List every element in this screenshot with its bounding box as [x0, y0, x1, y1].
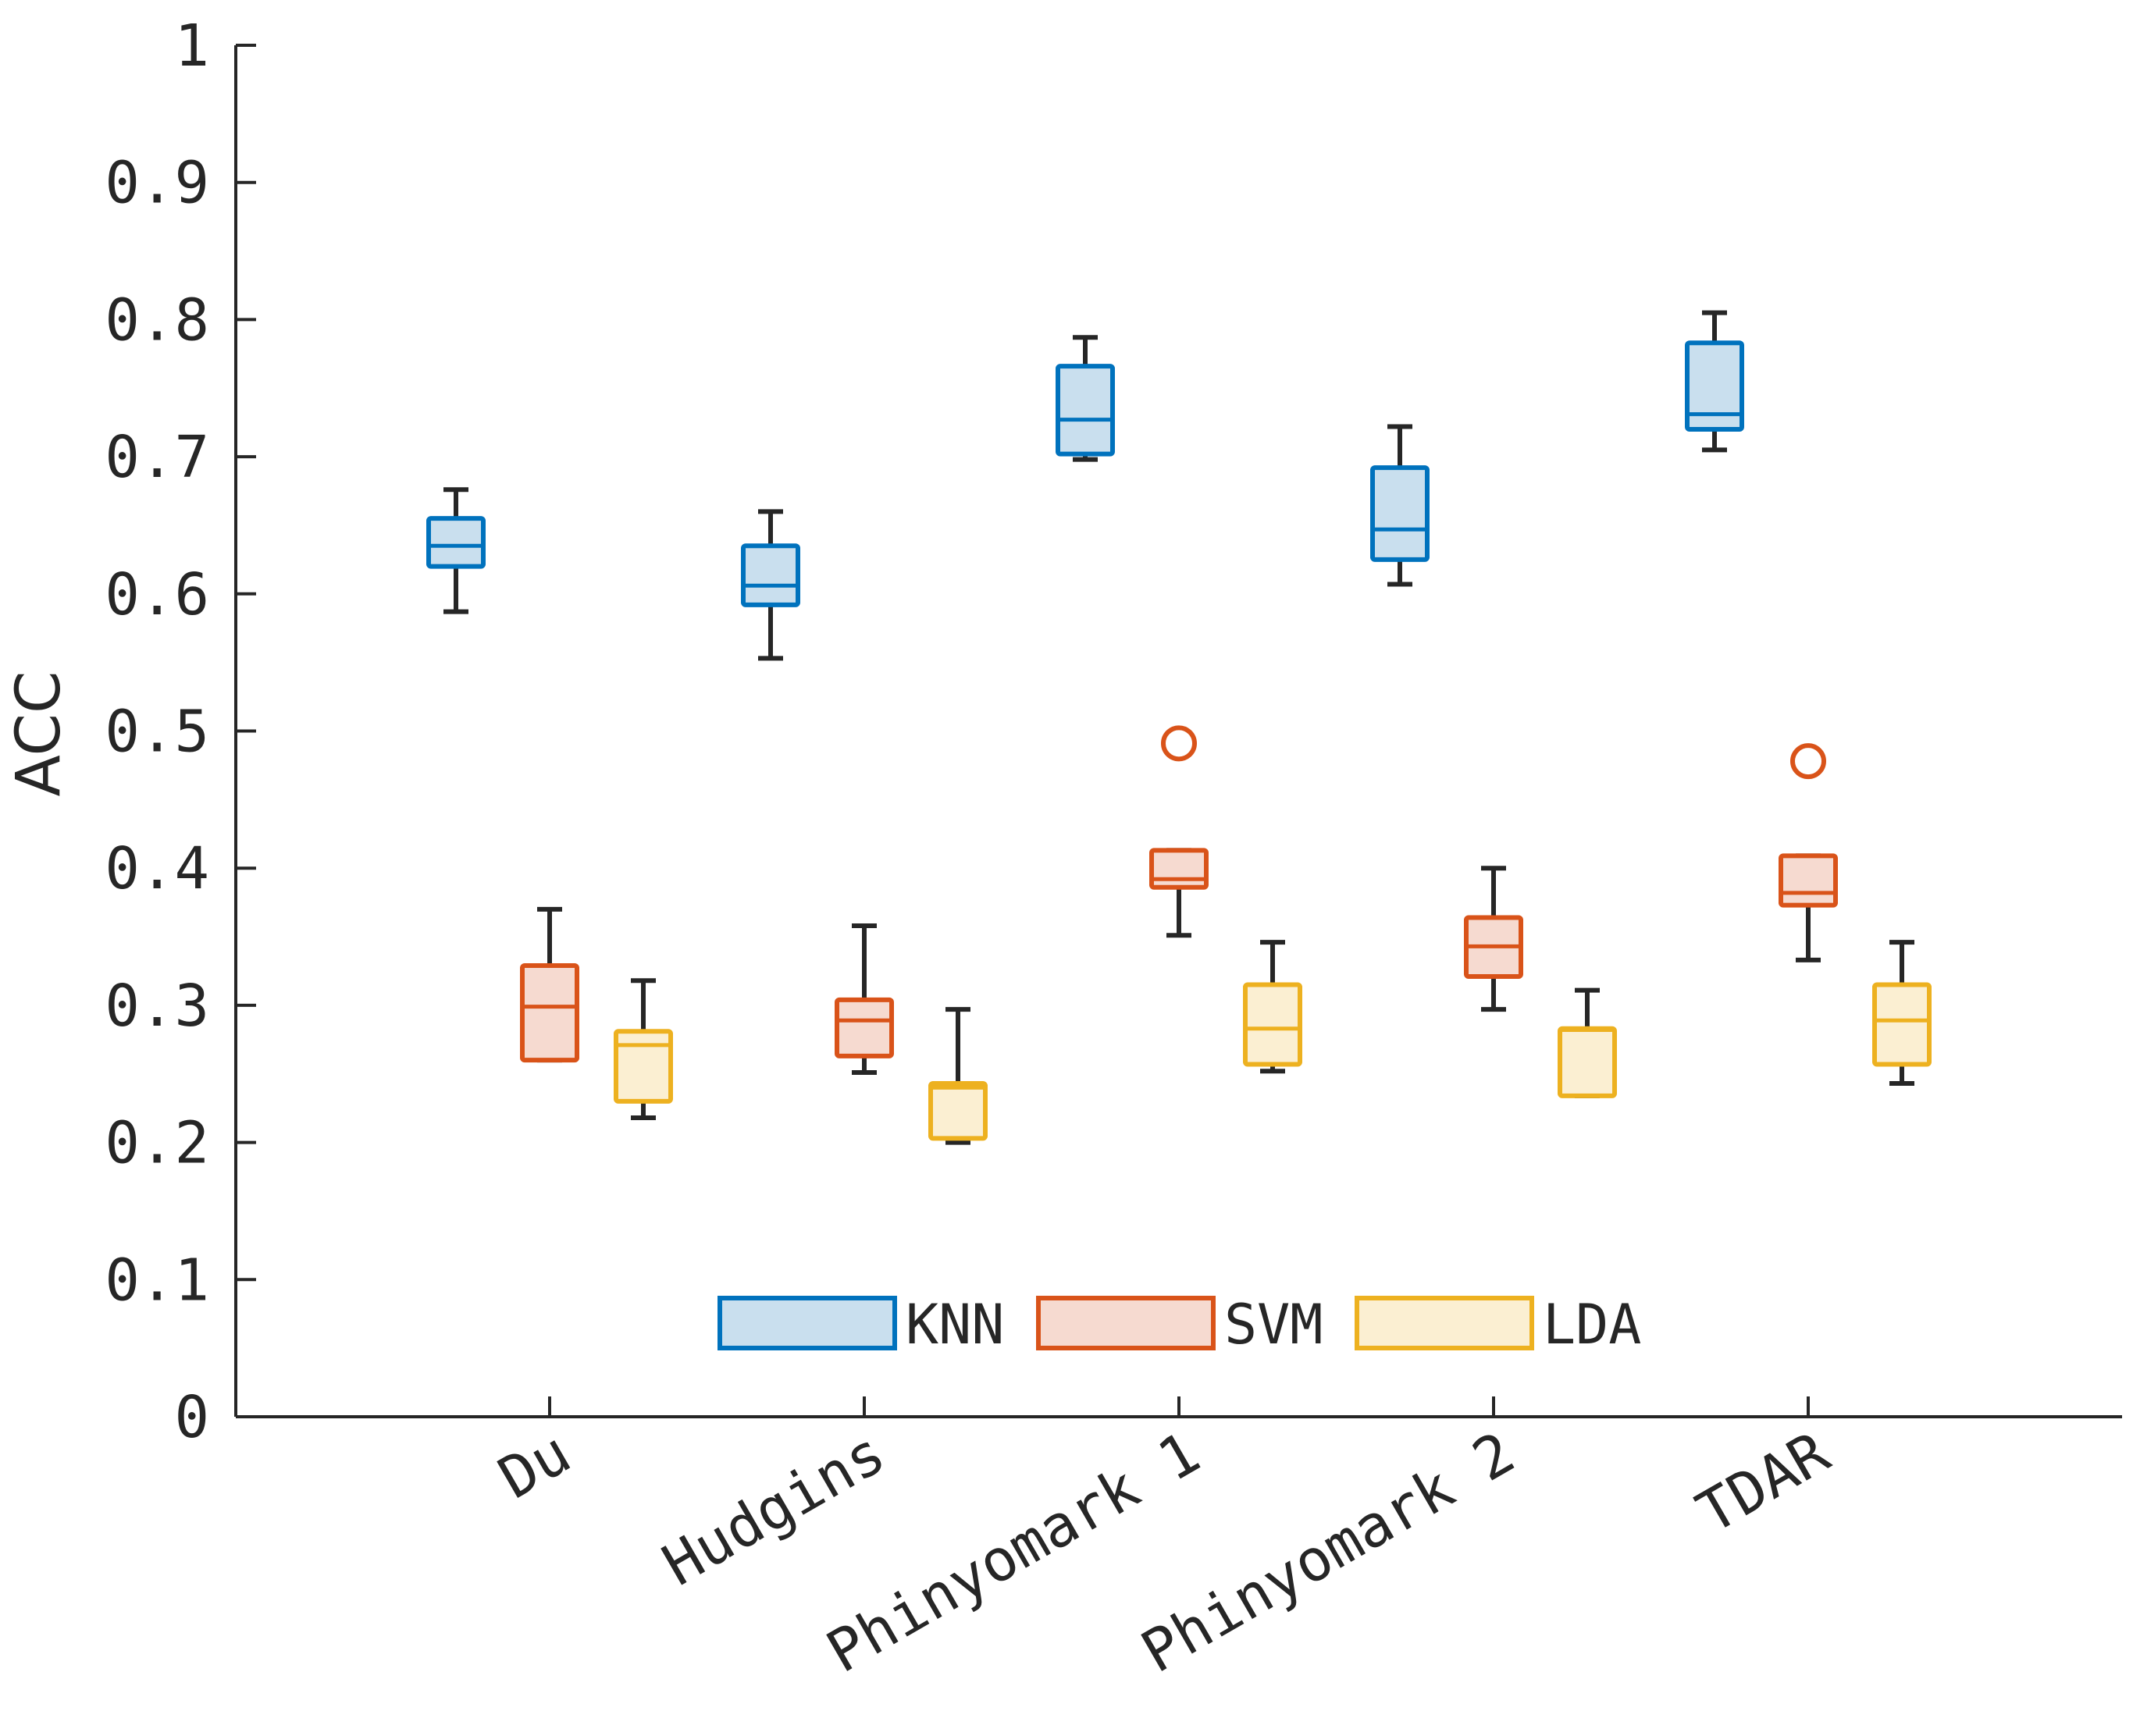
- box-svm: [520, 906, 579, 1063]
- box-knn: [1685, 310, 1744, 453]
- x-tick-label: TDAR: [1686, 1419, 1841, 1547]
- box-lda: [1558, 987, 1617, 1098]
- box-knn: [741, 509, 800, 661]
- box-iqr: [1056, 364, 1115, 457]
- boxes: [426, 310, 1932, 1145]
- box-lda: [1872, 940, 1932, 1087]
- x-tick-label: Du: [488, 1419, 582, 1512]
- y-tick-label: 0.1: [105, 1247, 209, 1314]
- legend-swatch-lda: [1355, 1296, 1534, 1350]
- box-iqr: [1779, 853, 1838, 908]
- box-svm: [835, 923, 894, 1075]
- box-knn: [426, 487, 486, 614]
- legend-swatch-svm: [1036, 1296, 1216, 1350]
- y-tick-label: 0.5: [105, 699, 209, 766]
- box-svm: [1149, 725, 1209, 938]
- box-iqr: [835, 997, 894, 1058]
- box-iqr: [1370, 465, 1430, 562]
- x-tick-label: Hudgins: [652, 1419, 896, 1599]
- box-knn: [1370, 424, 1430, 587]
- y-tick-label: 0.6: [105, 561, 209, 628]
- legend-label-lda: LDA: [1543, 1293, 1641, 1357]
- box-iqr: [426, 516, 486, 569]
- box-lda: [928, 1007, 988, 1145]
- box-iqr: [520, 962, 579, 1063]
- outlier-point: [1161, 725, 1197, 762]
- y-tick-label: 0: [174, 1384, 209, 1451]
- legend-swatch-knn: [718, 1296, 897, 1350]
- y-axis-label: ACC: [4, 671, 74, 797]
- legend: KNN SVM LDA: [718, 1293, 1641, 1357]
- box-lda: [1243, 940, 1302, 1074]
- box-knn: [1056, 335, 1115, 462]
- y-tick-label: 0.7: [105, 424, 209, 491]
- box-lda: [614, 978, 673, 1120]
- y-tick-label: 0.8: [105, 286, 209, 354]
- box-iqr: [614, 1029, 673, 1104]
- outlier-point: [1790, 743, 1826, 780]
- legend-label-knn: KNN: [906, 1293, 1004, 1357]
- box-iqr: [1685, 340, 1744, 432]
- legend-label-svm: SVM: [1224, 1293, 1323, 1357]
- y-tick-label: 0.9: [105, 150, 209, 217]
- box-svm: [1779, 743, 1838, 962]
- y-tick-label: 1: [174, 12, 209, 80]
- box-iqr: [741, 543, 800, 607]
- y-tick-label: 0.2: [105, 1110, 209, 1177]
- y-tick-label: 0.3: [105, 973, 209, 1040]
- box-iqr: [1243, 982, 1302, 1067]
- box-iqr: [1872, 982, 1932, 1067]
- box-iqr: [1558, 1026, 1617, 1098]
- box-svm: [1464, 866, 1523, 1012]
- box-iqr: [1149, 848, 1209, 890]
- y-tick-label: 0.4: [105, 835, 209, 902]
- box-iqr: [928, 1081, 988, 1141]
